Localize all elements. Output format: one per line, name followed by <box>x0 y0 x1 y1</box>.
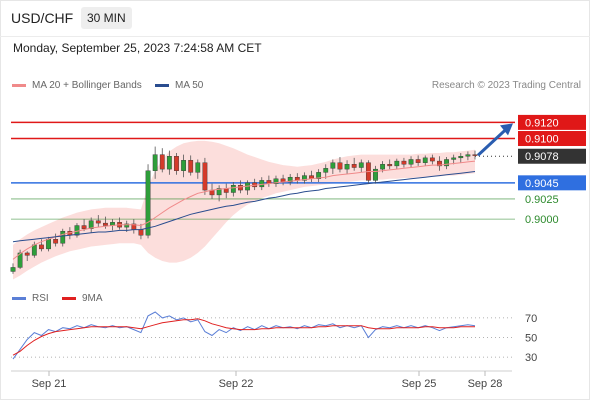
candle-body <box>46 239 51 250</box>
level-0-9120-badge <box>518 114 586 130</box>
level-0-9045-label: 0.9045 <box>525 178 559 190</box>
level-0-9078-badge <box>518 148 586 164</box>
level-0-9100-badge <box>518 131 586 147</box>
candle-body <box>330 162 336 169</box>
candle-body <box>188 160 194 173</box>
candle-body <box>230 185 236 193</box>
candle-body <box>408 159 414 165</box>
candle-body <box>152 154 158 171</box>
timeframe-badge[interactable]: 30 MIN <box>81 7 132 29</box>
rsi-tick-50: 50 <box>525 333 537 345</box>
legend-ma50-label: MA 50 <box>175 80 204 91</box>
x-tick-label: Sep 21 <box>32 378 67 390</box>
candle-body <box>444 159 449 167</box>
candle-body <box>238 185 243 191</box>
legend-ma50: MA 50 <box>155 80 203 91</box>
candle-body <box>31 244 37 256</box>
candle-body <box>358 162 364 168</box>
x-tick-label: Sep 28 <box>468 378 503 390</box>
candle-body <box>351 164 357 168</box>
candle-body <box>202 162 208 191</box>
candle-body <box>166 156 172 170</box>
candle-body <box>60 230 66 244</box>
candle-body <box>422 157 428 163</box>
rsi-tick-70: 70 <box>525 313 537 325</box>
chart-header: USD/CHF 30 MIN <box>0 0 590 36</box>
candle-body <box>81 225 87 229</box>
rsi-tick-30: 30 <box>525 352 537 364</box>
candle-body <box>181 160 186 171</box>
candle-body <box>302 175 307 181</box>
candle-body <box>259 180 265 188</box>
candle-body <box>287 176 293 183</box>
candle-body <box>401 160 407 165</box>
forecast-arrow-shaft <box>476 128 508 157</box>
legend-rsi-label: RSI <box>32 293 49 304</box>
rsi-line <box>12 311 476 360</box>
level-0-9078-label: 0.9078 <box>525 151 559 163</box>
rsi-ma-line <box>12 318 475 356</box>
candle-body <box>316 172 322 180</box>
candle-body <box>387 164 393 167</box>
candle-body <box>159 154 165 170</box>
candle-body <box>17 252 23 268</box>
legend-rsi-swatch <box>12 296 26 300</box>
candle-body <box>451 157 457 160</box>
candle-body <box>216 188 222 196</box>
ma50-line <box>12 171 476 243</box>
candle-body <box>39 244 44 250</box>
symbol-title: USD/CHF <box>11 10 74 26</box>
candle-body <box>373 168 378 181</box>
candle-body <box>145 170 151 236</box>
candle-body <box>138 229 144 236</box>
candle-body <box>124 223 130 228</box>
level-0-9025-label: 0.9025 <box>525 194 559 206</box>
legend-rsi-ma: 9MA <box>62 293 103 304</box>
candle-body <box>195 162 201 173</box>
candle-body <box>380 164 385 170</box>
bollinger-band-area <box>13 140 475 280</box>
candle-body <box>472 154 478 156</box>
legend-ma20-swatch <box>12 83 26 87</box>
legend-rsi-ma-swatch <box>62 296 76 300</box>
candle-body <box>53 239 59 244</box>
candle-body <box>102 222 108 226</box>
candle-body <box>465 154 471 157</box>
candle-body <box>415 159 421 163</box>
research-credit: Research © 2023 Trading Central <box>431 80 581 91</box>
legend-ma20-label: MA 20 + Bollinger Bands <box>32 80 142 91</box>
header-divider <box>0 36 590 37</box>
legend-ma20: MA 20 + Bollinger Bands <box>12 80 142 91</box>
legend-rsi-ma-label: 9MA <box>82 293 103 304</box>
candle-body <box>24 252 30 256</box>
x-tick-label: Sep 22 <box>219 378 254 390</box>
forecast-arrow-head <box>500 123 513 136</box>
candle-body <box>273 178 279 184</box>
ma20-line <box>12 160 476 260</box>
level-0-9045-badge <box>518 175 586 191</box>
candle-body <box>337 162 343 170</box>
timestamp: Monday, September 25, 2023 7:24:58 AM CE… <box>13 41 262 55</box>
candle-body <box>88 220 94 229</box>
candle-body <box>429 157 435 162</box>
candle-body <box>394 160 400 167</box>
level-0-9120-label: 0.9120 <box>525 117 559 129</box>
candle-body <box>323 168 329 173</box>
candle-body <box>10 267 16 272</box>
candle-body <box>458 156 464 159</box>
level-0-9000-label: 0.9000 <box>525 214 559 226</box>
level-0-9100-label: 0.9100 <box>525 134 559 146</box>
candle-body <box>344 164 350 170</box>
x-tick-label: Sep 25 <box>402 378 437 390</box>
legend-rsi: RSI <box>12 293 49 304</box>
candle-body <box>174 156 179 171</box>
legend-ma50-swatch <box>155 83 169 87</box>
candle-body <box>437 160 442 167</box>
candle-body <box>95 220 101 224</box>
